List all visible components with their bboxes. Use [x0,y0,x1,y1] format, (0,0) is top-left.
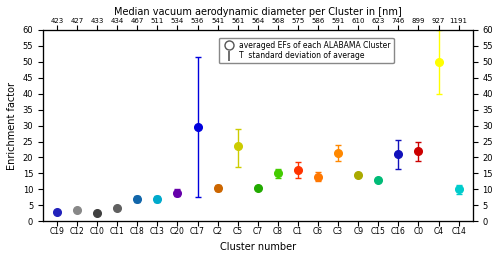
X-axis label: Cluster number: Cluster number [220,242,296,252]
Legend: averaged EFs of each ALABAMA Cluster, T  standard deviation of average: averaged EFs of each ALABAMA Cluster, T … [218,38,394,63]
Y-axis label: Enrichment factor: Enrichment factor [7,82,17,170]
X-axis label: Median vacuum aerodynamic diameter per Cluster in [nm]: Median vacuum aerodynamic diameter per C… [114,7,402,17]
